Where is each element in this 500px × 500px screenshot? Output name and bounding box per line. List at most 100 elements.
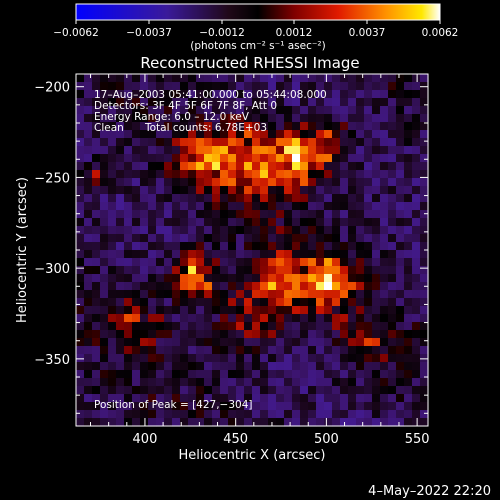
- heatmap-cell: [260, 250, 269, 259]
- heatmap-cell: [308, 346, 317, 355]
- heatmap-cell: [332, 210, 341, 219]
- heatmap-cell: [188, 74, 197, 83]
- heatmap-cell: [308, 242, 317, 251]
- heatmap-cell: [372, 98, 381, 107]
- heatmap-cell: [412, 330, 421, 339]
- heatmap-cell: [84, 90, 93, 99]
- heatmap-cell: [404, 186, 413, 195]
- heatmap-cell: [284, 82, 293, 91]
- heatmap-cell: [220, 274, 229, 283]
- heatmap-cell: [372, 250, 381, 259]
- heatmap-cell: [420, 242, 429, 251]
- heatmap-cell: [132, 338, 141, 347]
- heatmap-cell: [116, 306, 125, 315]
- heatmap-cell: [84, 378, 93, 387]
- heatmap-cell: [396, 186, 405, 195]
- heatmap-cell: [364, 242, 373, 251]
- y-tick-label: −300: [34, 262, 70, 277]
- heatmap-cell: [316, 386, 325, 395]
- heatmap-cell: [412, 282, 421, 291]
- heatmap-cell: [268, 226, 277, 235]
- heatmap-cell: [92, 266, 101, 275]
- heatmap-cell: [364, 370, 373, 379]
- annotation-peak: Position of Peak = [427,−304]: [94, 399, 253, 411]
- heatmap-cell: [364, 298, 373, 307]
- annotation-total-counts: Total counts: 6.78E+03: [144, 122, 267, 134]
- heatmap-cell: [308, 98, 317, 107]
- heatmap-cell: [252, 346, 261, 355]
- heatmap-cell: [108, 346, 117, 355]
- heatmap-cell: [84, 234, 93, 243]
- heatmap-cell: [108, 274, 117, 283]
- heatmap-cell: [316, 114, 325, 123]
- heatmap-cell: [380, 170, 389, 179]
- heatmap-cell: [244, 386, 253, 395]
- heatmap-cell: [148, 386, 157, 395]
- heatmap-cell: [148, 306, 157, 315]
- heatmap-cell: [396, 338, 405, 347]
- heatmap-cell: [148, 162, 157, 171]
- heatmap-cell: [340, 330, 349, 339]
- heatmap-cell: [228, 258, 237, 267]
- heatmap-cell: [228, 266, 237, 275]
- heatmap-cell: [404, 170, 413, 179]
- heatmap-cell: [212, 138, 221, 147]
- heatmap-cell: [156, 210, 165, 219]
- heatmap-cell: [308, 386, 317, 395]
- heatmap-cell: [348, 306, 357, 315]
- heatmap-cell: [156, 290, 165, 299]
- heatmap-cell: [84, 194, 93, 203]
- heatmap-cell: [84, 306, 93, 315]
- heatmap-cell: [396, 218, 405, 227]
- heatmap-cell: [340, 74, 349, 83]
- heatmap-cell: [260, 354, 269, 363]
- heatmap-cell: [164, 154, 173, 163]
- heatmap-cell: [284, 130, 293, 139]
- heatmap-cell: [412, 98, 421, 107]
- heatmap-cell: [132, 346, 141, 355]
- heatmap-cell: [412, 178, 421, 187]
- heatmap-cell: [292, 322, 301, 331]
- heatmap-cell: [364, 306, 373, 315]
- heatmap-cell: [84, 250, 93, 259]
- heatmap-cell: [244, 354, 253, 363]
- heatmap-cell: [124, 386, 133, 395]
- heatmap-cell: [220, 242, 229, 251]
- heatmap-cell: [132, 178, 141, 187]
- heatmap-cell: [204, 226, 213, 235]
- heatmap-cell: [156, 186, 165, 195]
- heatmap-cell: [116, 322, 125, 331]
- heatmap-cell: [420, 130, 429, 139]
- heatmap-cell: [412, 386, 421, 395]
- heatmap-cell: [188, 298, 197, 307]
- heatmap-cell: [276, 314, 285, 323]
- heatmap-cell: [140, 90, 149, 99]
- heatmap-cell: [284, 138, 293, 147]
- heatmap-cell: [316, 194, 325, 203]
- heatmap-cell: [140, 402, 149, 411]
- heatmap-cell: [172, 114, 181, 123]
- heatmap-cell: [348, 314, 357, 323]
- heatmap-cell: [268, 314, 277, 323]
- heatmap-cell: [108, 202, 117, 211]
- heatmap-cell: [108, 378, 117, 387]
- heatmap-cell: [340, 266, 349, 275]
- heatmap-cell: [140, 306, 149, 315]
- heatmap-cell: [140, 314, 149, 323]
- heatmap-cell: [228, 146, 237, 155]
- heatmap-cell: [276, 274, 285, 283]
- heatmap-cell: [156, 354, 165, 363]
- heatmap-cell: [292, 354, 301, 363]
- heatmap-cell: [164, 330, 173, 339]
- heatmap-cell: [204, 154, 213, 163]
- heatmap-cell: [212, 250, 221, 259]
- heatmap-cell: [164, 362, 173, 371]
- heatmap-cell: [396, 138, 405, 147]
- heatmap-cell: [412, 202, 421, 211]
- heatmap-cell: [252, 194, 261, 203]
- heatmap-cell: [196, 306, 205, 315]
- heatmap-cell: [212, 186, 221, 195]
- heatmap-cell: [292, 338, 301, 347]
- heatmap-cell: [348, 338, 357, 347]
- heatmap-cell: [252, 266, 261, 275]
